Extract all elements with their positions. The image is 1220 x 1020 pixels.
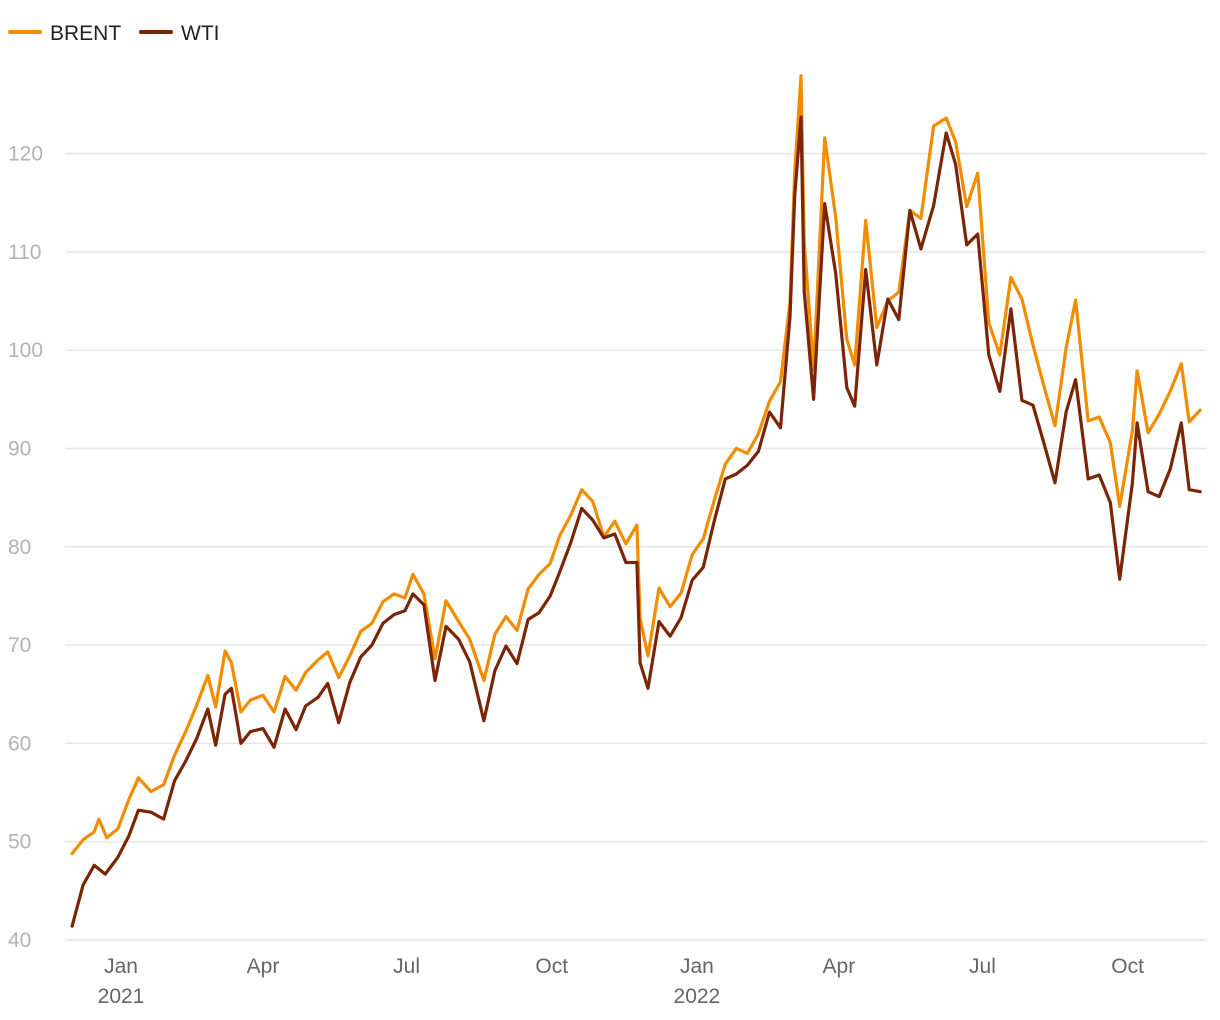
gridlines (65, 152, 1207, 941)
y-axis: 40 50 60 70 80 90 100 110 120 (8, 143, 43, 953)
y-tick-label: 60 (8, 732, 31, 755)
legend-label-brent: BRENT (50, 22, 121, 45)
x-axis: Jan 2021 Apr Jul Oct Jan 2022 Apr Jul Oct (98, 955, 1144, 1008)
x-tick-label: Apr (247, 955, 280, 978)
series-line-wti (70, 115, 1202, 928)
x-tick-label: Jul (393, 955, 420, 978)
y-tick-label: 120 (8, 143, 43, 166)
x-tick-year-label: 2021 (98, 985, 145, 1008)
plot-area (70, 74, 1202, 928)
x-tick-label: Jan (104, 955, 138, 978)
x-tick-label: Oct (1111, 955, 1144, 978)
y-tick-label: 40 (8, 929, 31, 952)
y-tick-label: 110 (8, 241, 41, 264)
legend-item-brent[interactable]: BRENT (8, 22, 121, 45)
y-tick-label: 90 (8, 437, 31, 460)
x-tick-year-label: 2022 (674, 985, 721, 1008)
x-tick-label: Apr (823, 955, 856, 978)
legend-item-wti[interactable]: WTI (139, 22, 219, 45)
x-tick-label: Jul (969, 955, 996, 978)
y-tick-label: 50 (8, 831, 31, 854)
y-tick-label: 100 (8, 339, 43, 362)
y-tick-label: 80 (8, 536, 31, 559)
x-tick-label: Jan (680, 955, 714, 978)
x-tick-label: Oct (535, 955, 568, 978)
legend: BRENT WTI (8, 22, 219, 45)
legend-label-wti: WTI (181, 22, 219, 45)
y-tick-label: 70 (8, 634, 31, 657)
